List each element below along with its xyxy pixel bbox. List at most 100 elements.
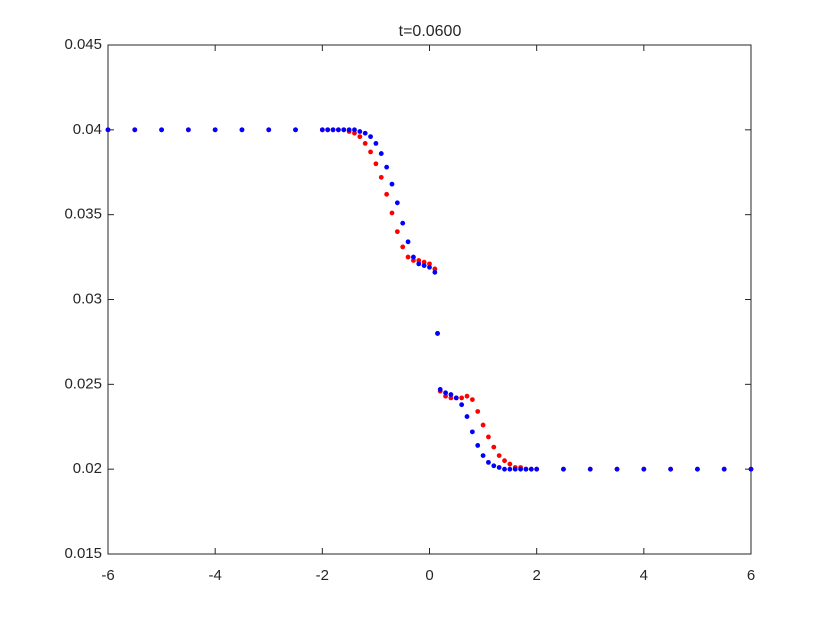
point xyxy=(614,466,620,472)
point xyxy=(475,443,481,448)
point xyxy=(469,397,475,403)
point xyxy=(405,239,411,245)
point xyxy=(432,269,438,275)
point xyxy=(389,181,395,187)
point xyxy=(336,127,341,133)
point xyxy=(325,127,331,133)
point xyxy=(432,266,438,272)
point xyxy=(421,259,427,265)
y-tick-label: 0.035 xyxy=(64,206,102,223)
point xyxy=(435,331,440,336)
point xyxy=(496,453,502,458)
x-tick-label: -4 xyxy=(208,567,221,584)
point xyxy=(411,254,416,260)
point xyxy=(384,164,390,170)
point xyxy=(293,127,298,133)
point xyxy=(475,409,481,414)
point xyxy=(587,466,593,472)
point xyxy=(496,465,502,470)
point xyxy=(443,393,448,399)
point xyxy=(373,141,379,146)
point xyxy=(443,390,448,396)
point xyxy=(362,141,368,146)
x-tick-label: 2 xyxy=(532,567,540,584)
point xyxy=(534,466,540,472)
point xyxy=(384,191,390,197)
point xyxy=(427,261,432,267)
point xyxy=(378,174,384,180)
x-tick-label: -2 xyxy=(316,567,329,584)
point xyxy=(512,466,518,472)
y-tick-label: 0.03 xyxy=(73,290,102,307)
point xyxy=(507,466,513,472)
point xyxy=(448,395,454,401)
point xyxy=(528,466,534,472)
point xyxy=(486,459,491,465)
point xyxy=(405,254,411,260)
point xyxy=(721,466,727,472)
point xyxy=(411,258,416,263)
x-tick-label: 6 xyxy=(747,567,755,584)
point xyxy=(453,395,459,401)
x-tick-label: 0 xyxy=(425,567,433,584)
x-tick-label: 4 xyxy=(640,567,648,584)
point xyxy=(502,466,507,472)
point xyxy=(523,466,529,472)
y-tick-label: 0.02 xyxy=(73,460,102,477)
point xyxy=(480,453,486,458)
point xyxy=(459,402,465,408)
point xyxy=(389,210,395,216)
point xyxy=(373,161,379,167)
chart-title: t=0.0600 xyxy=(399,23,462,40)
point xyxy=(464,414,470,419)
point xyxy=(346,127,352,133)
point xyxy=(437,387,443,392)
point xyxy=(105,127,111,133)
point xyxy=(266,127,272,133)
point xyxy=(695,466,700,472)
point xyxy=(330,127,336,133)
point xyxy=(378,151,384,156)
y-tick-label: 0.04 xyxy=(73,121,102,138)
point xyxy=(491,463,497,469)
x-tick-label: -6 xyxy=(101,567,114,584)
point xyxy=(352,130,357,136)
point xyxy=(507,461,513,467)
point xyxy=(159,127,164,133)
point xyxy=(319,127,325,133)
point xyxy=(748,466,754,472)
point xyxy=(641,466,647,472)
point xyxy=(185,127,191,133)
point xyxy=(464,393,470,399)
point xyxy=(357,129,363,134)
y-tick-label: 0.045 xyxy=(64,36,102,53)
point xyxy=(459,395,465,401)
point xyxy=(502,458,507,464)
point xyxy=(486,434,491,440)
point xyxy=(352,127,357,133)
point xyxy=(394,229,400,235)
point xyxy=(400,220,406,226)
point xyxy=(416,258,422,263)
point xyxy=(362,130,368,136)
point xyxy=(368,149,373,155)
y-tick-label: 0.025 xyxy=(64,375,102,392)
point xyxy=(341,127,347,133)
point xyxy=(368,134,373,140)
point xyxy=(132,127,138,133)
point xyxy=(416,261,422,267)
point xyxy=(357,134,363,140)
y-tick-label: 0.015 xyxy=(64,545,102,562)
point xyxy=(561,466,566,472)
point xyxy=(212,127,218,133)
point xyxy=(421,263,427,268)
point xyxy=(668,466,674,472)
point xyxy=(469,429,475,435)
point xyxy=(394,200,400,206)
point xyxy=(427,264,432,270)
point xyxy=(480,422,486,428)
point xyxy=(518,466,523,472)
point xyxy=(239,127,245,133)
